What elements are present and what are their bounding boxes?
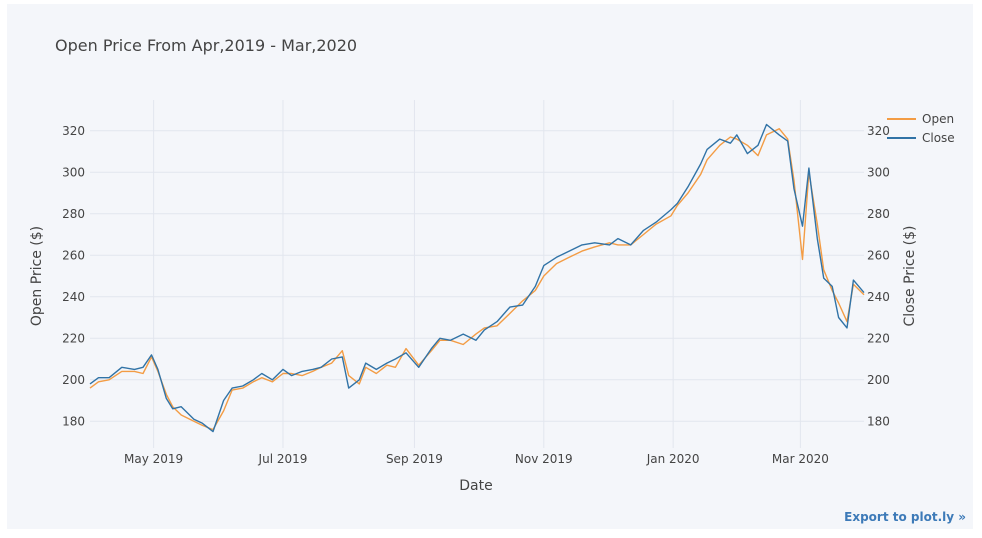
chart-title: Open Price From Apr,2019 - Mar,2020 bbox=[55, 36, 358, 55]
right-y-tick-label: 200 bbox=[867, 373, 890, 387]
x-tick-label: May 2019 bbox=[124, 452, 183, 466]
left-y-axis-title: Open Price ($) bbox=[29, 226, 45, 326]
left-y-tick-labels: 180 200 220 240 260 280 300 320 bbox=[62, 124, 85, 429]
right-y-tick-labels: 180 200 220 240 260 280 300 320 bbox=[867, 124, 890, 429]
right-y-tick-label: 240 bbox=[867, 290, 890, 304]
legend-label-open[interactable]: Open bbox=[922, 112, 954, 126]
right-y-tick-label: 300 bbox=[867, 165, 890, 179]
x-tick-label: Sep 2019 bbox=[386, 452, 443, 466]
right-y-tick-label: 280 bbox=[867, 207, 890, 221]
x-tick-label: Mar 2020 bbox=[772, 452, 829, 466]
legend: Open Close bbox=[887, 112, 955, 145]
left-y-tick-label: 260 bbox=[62, 248, 85, 262]
right-y-tick-label: 180 bbox=[867, 414, 890, 428]
series-line-open[interactable] bbox=[89, 127, 865, 431]
left-y-tick-label: 200 bbox=[62, 373, 85, 387]
left-y-tick-label: 300 bbox=[62, 165, 85, 179]
left-y-tick-label: 180 bbox=[62, 414, 85, 428]
x-tick-labels: May 2019 Jul 2019 Sep 2019 Nov 2019 Jan 2020… bbox=[124, 452, 829, 466]
series-lines bbox=[89, 123, 865, 433]
right-y-tick-label: 260 bbox=[867, 248, 890, 262]
right-y-axis-title: Close Price ($) bbox=[902, 225, 918, 326]
legend-label-close[interactable]: Close bbox=[922, 131, 955, 145]
right-y-tick-label: 220 bbox=[867, 331, 890, 345]
x-axis-title: Date bbox=[459, 478, 492, 494]
series-line-close[interactable] bbox=[89, 123, 865, 433]
right-y-tick-label: 320 bbox=[867, 124, 890, 138]
left-y-tick-label: 240 bbox=[62, 290, 85, 304]
grid-lines bbox=[90, 100, 864, 448]
left-y-tick-label: 280 bbox=[62, 207, 85, 221]
x-tick-label: Jul 2019 bbox=[258, 452, 308, 466]
chart-background bbox=[7, 4, 973, 529]
x-tick-label: Jan 2020 bbox=[646, 452, 700, 466]
left-y-tick-label: 220 bbox=[62, 331, 85, 345]
left-y-tick-label: 320 bbox=[62, 124, 85, 138]
x-tick-label: Nov 2019 bbox=[515, 452, 573, 466]
export-link[interactable]: Export to plot.ly » bbox=[844, 510, 966, 524]
